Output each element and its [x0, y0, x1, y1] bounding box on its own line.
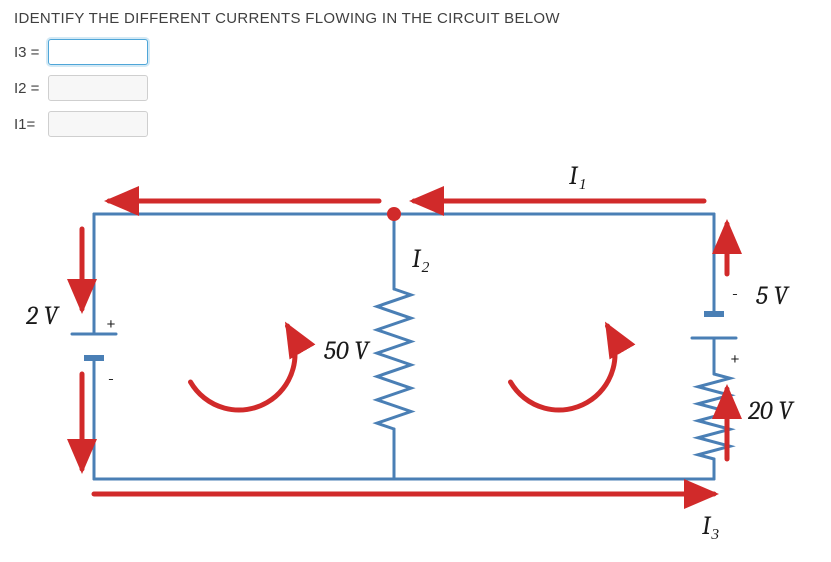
circuit-diagram: I₁ I₂ I₃ 2 V + - 50 V - +5 V 20 V — [14, 159, 817, 559]
svg-text:-: - — [732, 283, 738, 304]
svg-text:-: - — [108, 368, 114, 389]
svg-text:I₃: I₃ — [702, 511, 720, 541]
svg-text:5 V: 5 V — [756, 281, 791, 311]
input-row-i3: I3 = — [14, 39, 817, 65]
svg-text:+: + — [730, 348, 740, 369]
page-title: IDENTIFY THE DIFFERENT CURRENTS FLOWING … — [14, 10, 817, 27]
label-i2: I2 = — [14, 80, 48, 97]
label-i1: I1= — [14, 116, 48, 133]
input-row-i2: I2 = — [14, 75, 817, 101]
svg-text:I₁: I₁ — [569, 161, 587, 191]
input-i1[interactable] — [48, 111, 148, 137]
svg-text:20 V: 20 V — [747, 396, 795, 426]
svg-text:2 V: 2 V — [25, 301, 61, 331]
input-i2[interactable] — [48, 75, 148, 101]
svg-text:I₂: I₂ — [412, 244, 430, 274]
input-row-i1: I1= — [14, 111, 817, 137]
label-i3: I3 = — [14, 44, 48, 61]
svg-text:50 V: 50 V — [324, 336, 371, 366]
input-i3[interactable] — [48, 39, 148, 65]
svg-text:+: + — [106, 313, 116, 334]
